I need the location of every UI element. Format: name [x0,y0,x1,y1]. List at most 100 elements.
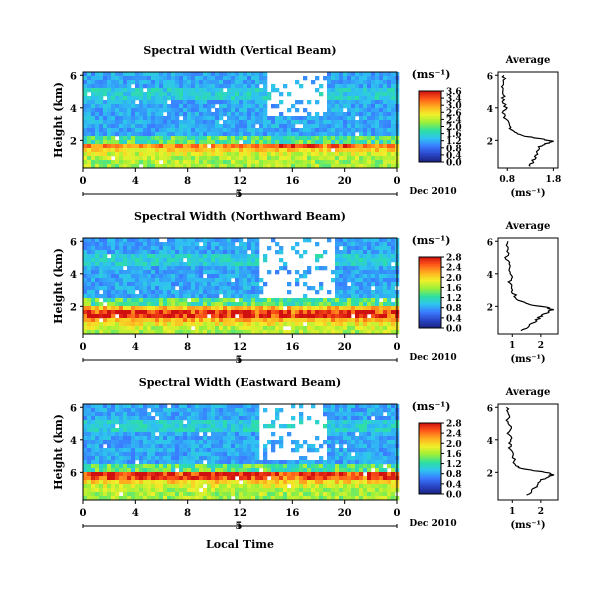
heatmap-cell [279,298,284,303]
heatmap-cell [287,464,292,469]
heatmap-cell [355,128,360,133]
heatmap-cell [143,472,148,477]
heatmap-cell [363,148,368,153]
heatmap-cell [171,132,176,137]
heatmap-cell [175,116,180,121]
heatmap-cell [155,290,160,295]
heatmap-cell [231,440,236,445]
heatmap-cell [107,404,112,409]
heatmap-cell [135,412,140,417]
heatmap-cell [203,160,208,165]
heatmap-cell [307,416,312,421]
heatmap-cell [207,92,212,97]
heatmap-cell [235,84,240,89]
heatmap-cell [103,290,108,295]
heatmap-cell [379,408,384,413]
heatmap-cell [339,270,344,275]
heatmap-cell [179,96,184,101]
heatmap-cell [327,460,332,465]
heatmap-cell [159,330,164,335]
heatmap-cell [347,460,352,465]
heatmap-cell [267,302,272,307]
heatmap-cell [355,448,360,453]
heatmap-cell [303,250,308,255]
heatmap-cell [267,160,272,165]
heatmap-cell [295,160,300,165]
heatmap-cell [351,84,356,89]
heatmap-cell [163,286,168,291]
heatmap-cell [195,428,200,433]
x-tick-label: 0 [80,342,87,353]
heatmap-cell [179,88,184,93]
heatmap-cell [383,76,388,81]
heatmap-cell [363,116,368,121]
heatmap-cell [215,448,220,453]
heatmap-cell [131,286,136,291]
heatmap-cell [347,452,352,457]
heatmap-cell [163,258,168,263]
heatmap-cell [355,84,360,89]
colorbar-swatch [419,128,441,131]
heatmap-cell [95,424,100,429]
heatmap-cell [239,132,244,137]
heatmap-cell [247,120,252,125]
heatmap-cell [339,444,344,449]
heatmap-cell [83,484,88,489]
heatmap-cell [151,156,156,161]
heatmap-cell [119,160,124,165]
heatmap-cell [231,128,236,133]
heatmap-cell [335,424,340,429]
heatmap-cell [187,484,192,489]
heatmap-cell [91,282,96,287]
heatmap-cell [379,278,384,283]
heatmap-cell [91,258,96,263]
heatmap-cell [363,108,368,113]
colorbar-swatch [419,105,441,108]
heatmap-cell [263,100,268,105]
heatmap-cell [95,254,100,259]
heatmap-cell [239,104,244,109]
heatmap-cell [135,104,140,109]
heatmap-cell [131,120,136,125]
heatmap-cell [191,270,196,275]
heatmap-cell [135,314,140,319]
heatmap-cell [143,314,148,319]
heatmap-cell [351,322,356,327]
heatmap-cell [287,116,292,121]
heatmap-cell [175,274,180,279]
heatmap-cell [375,164,380,169]
heatmap-cell [99,322,104,327]
heatmap-cell [387,270,392,275]
heatmap-cell [223,326,228,331]
heatmap-cell [307,140,312,145]
heatmap-cell [215,298,220,303]
heatmap-cell [191,424,196,429]
heatmap-cell [131,436,136,441]
heatmap-cell [231,164,236,169]
heatmap-cell [247,416,252,421]
heatmap-cell [351,460,356,465]
heatmap-cell [119,310,124,315]
heatmap-cell [335,290,340,295]
heatmap-cell [167,250,172,255]
heatmap-cell [155,306,160,311]
heatmap-cell [227,460,232,465]
heatmap-cell [367,80,372,85]
heatmap-cell [199,424,204,429]
heatmap-cell [251,160,256,165]
heatmap-cell [123,412,128,417]
heatmap-cell [139,132,144,137]
heatmap-cell [367,136,372,141]
heatmap-cell [127,274,132,279]
heatmap-cell [147,456,152,461]
heatmap-cell [99,480,104,485]
heatmap-cell [191,132,196,137]
heatmap-cell [371,100,376,105]
heatmap-cell [367,468,372,473]
heatmap-cell [127,294,132,299]
heatmap-cell [147,294,152,299]
heatmap-cell [247,302,252,307]
heatmap-cell [235,100,240,105]
heatmap-cell [263,80,268,85]
heatmap-cell [123,274,128,279]
